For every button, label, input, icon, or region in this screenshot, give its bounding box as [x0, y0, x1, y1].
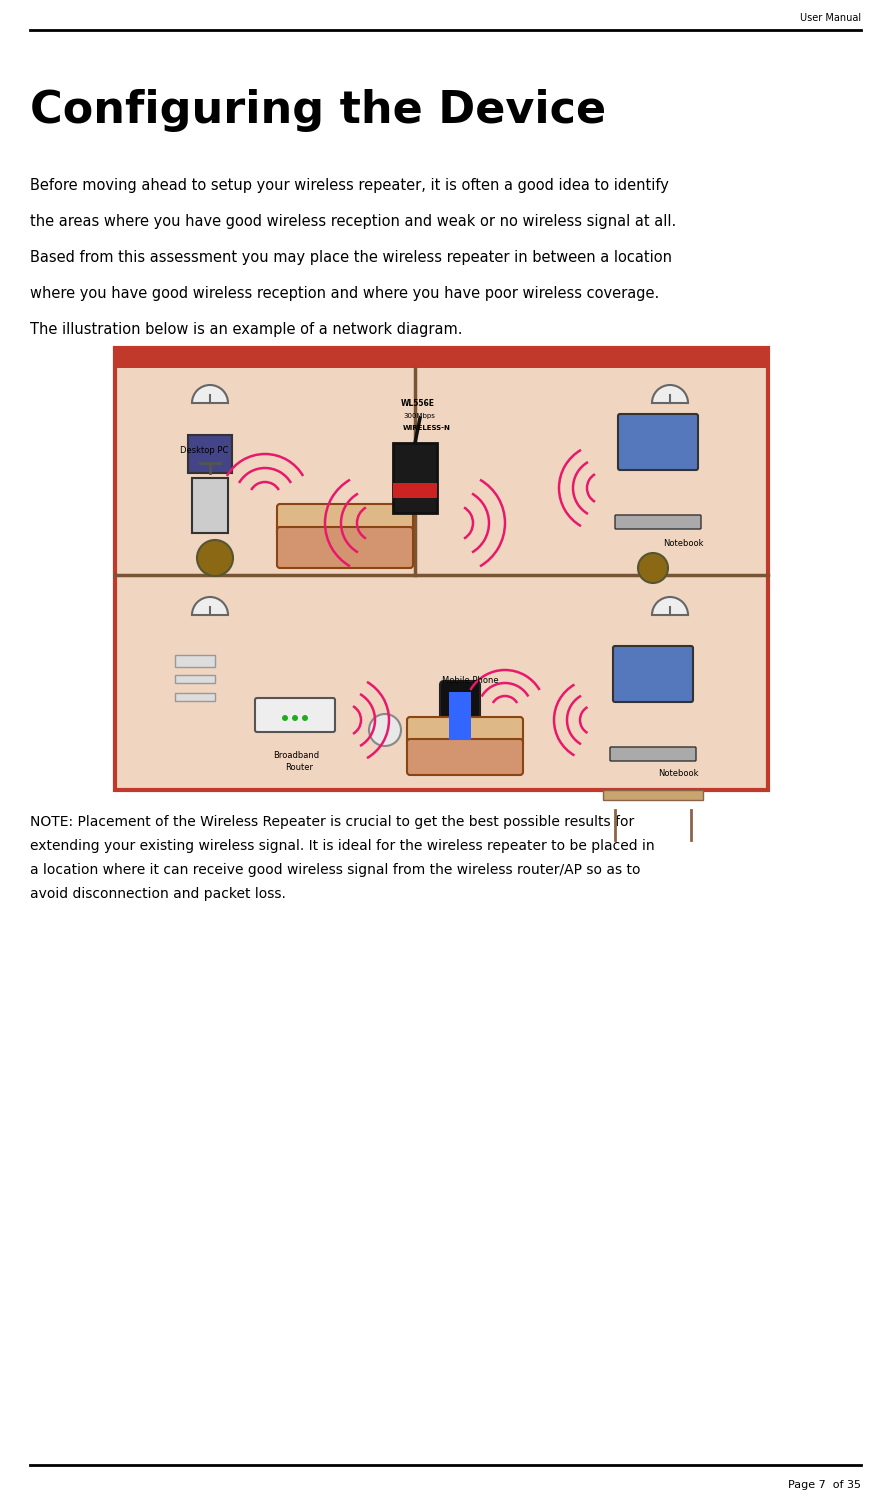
FancyBboxPatch shape — [618, 414, 698, 470]
FancyBboxPatch shape — [407, 739, 523, 776]
Text: WIRELESS-N: WIRELESS-N — [403, 425, 451, 431]
Bar — [115, 348, 768, 791]
Text: Router: Router — [285, 762, 313, 771]
Text: The illustration below is an example of a network diagram.: The illustration below is an example of … — [30, 321, 462, 336]
Text: Mobile Phone: Mobile Phone — [442, 676, 499, 685]
Text: where you have good wireless reception and where you have poor wireless coverage: where you have good wireless reception a… — [30, 286, 659, 301]
Circle shape — [197, 541, 233, 575]
Bar — [175, 655, 215, 667]
Text: Desktop PC: Desktop PC — [180, 446, 228, 455]
Wedge shape — [192, 386, 228, 404]
FancyBboxPatch shape — [615, 515, 701, 529]
FancyBboxPatch shape — [255, 697, 335, 732]
Bar — [603, 791, 703, 800]
Bar — [175, 675, 215, 684]
Bar — [115, 348, 768, 367]
Text: avoid disconnection and packet loss.: avoid disconnection and packet loss. — [30, 887, 286, 901]
Bar — [449, 691, 471, 739]
Text: User Manual: User Manual — [800, 14, 861, 23]
Text: Configuring the Device: Configuring the Device — [30, 89, 606, 131]
Bar — [393, 443, 437, 514]
Circle shape — [302, 715, 308, 721]
Text: a location where it can receive good wireless signal from the wireless router/AP: a location where it can receive good wir… — [30, 863, 641, 876]
Circle shape — [292, 715, 298, 721]
Text: Notebook: Notebook — [663, 539, 704, 548]
Bar — [192, 477, 228, 533]
Text: the areas where you have good wireless reception and weak or no wireless signal : the areas where you have good wireless r… — [30, 214, 676, 229]
Text: extending your existing wireless signal. It is ideal for the wireless repeater t: extending your existing wireless signal.… — [30, 839, 655, 852]
FancyBboxPatch shape — [610, 747, 696, 761]
Bar — [175, 693, 215, 700]
Text: Notebook: Notebook — [658, 768, 699, 777]
Text: Based from this assessment you may place the wireless repeater in between a loca: Based from this assessment you may place… — [30, 250, 672, 265]
FancyBboxPatch shape — [277, 527, 413, 568]
Text: NOTE: Placement of the Wireless Repeater is crucial to get the best possible res: NOTE: Placement of the Wireless Repeater… — [30, 815, 634, 828]
Circle shape — [369, 714, 401, 745]
Bar — [393, 483, 437, 498]
Text: Broadband: Broadband — [273, 750, 319, 759]
FancyBboxPatch shape — [613, 646, 693, 702]
Text: WL556E: WL556E — [401, 399, 435, 408]
Text: Before moving ahead to setup your wireless repeater, it is often a good idea to : Before moving ahead to setup your wirele… — [30, 178, 669, 193]
Wedge shape — [192, 596, 228, 614]
FancyBboxPatch shape — [440, 681, 480, 748]
Text: Page 7  of 35: Page 7 of 35 — [788, 1480, 861, 1489]
Circle shape — [282, 715, 288, 721]
Circle shape — [638, 553, 668, 583]
Wedge shape — [652, 596, 688, 614]
Wedge shape — [652, 386, 688, 404]
Text: 300Mbps: 300Mbps — [403, 413, 435, 419]
FancyBboxPatch shape — [407, 717, 523, 748]
Bar — [188, 435, 232, 473]
FancyBboxPatch shape — [277, 505, 413, 538]
